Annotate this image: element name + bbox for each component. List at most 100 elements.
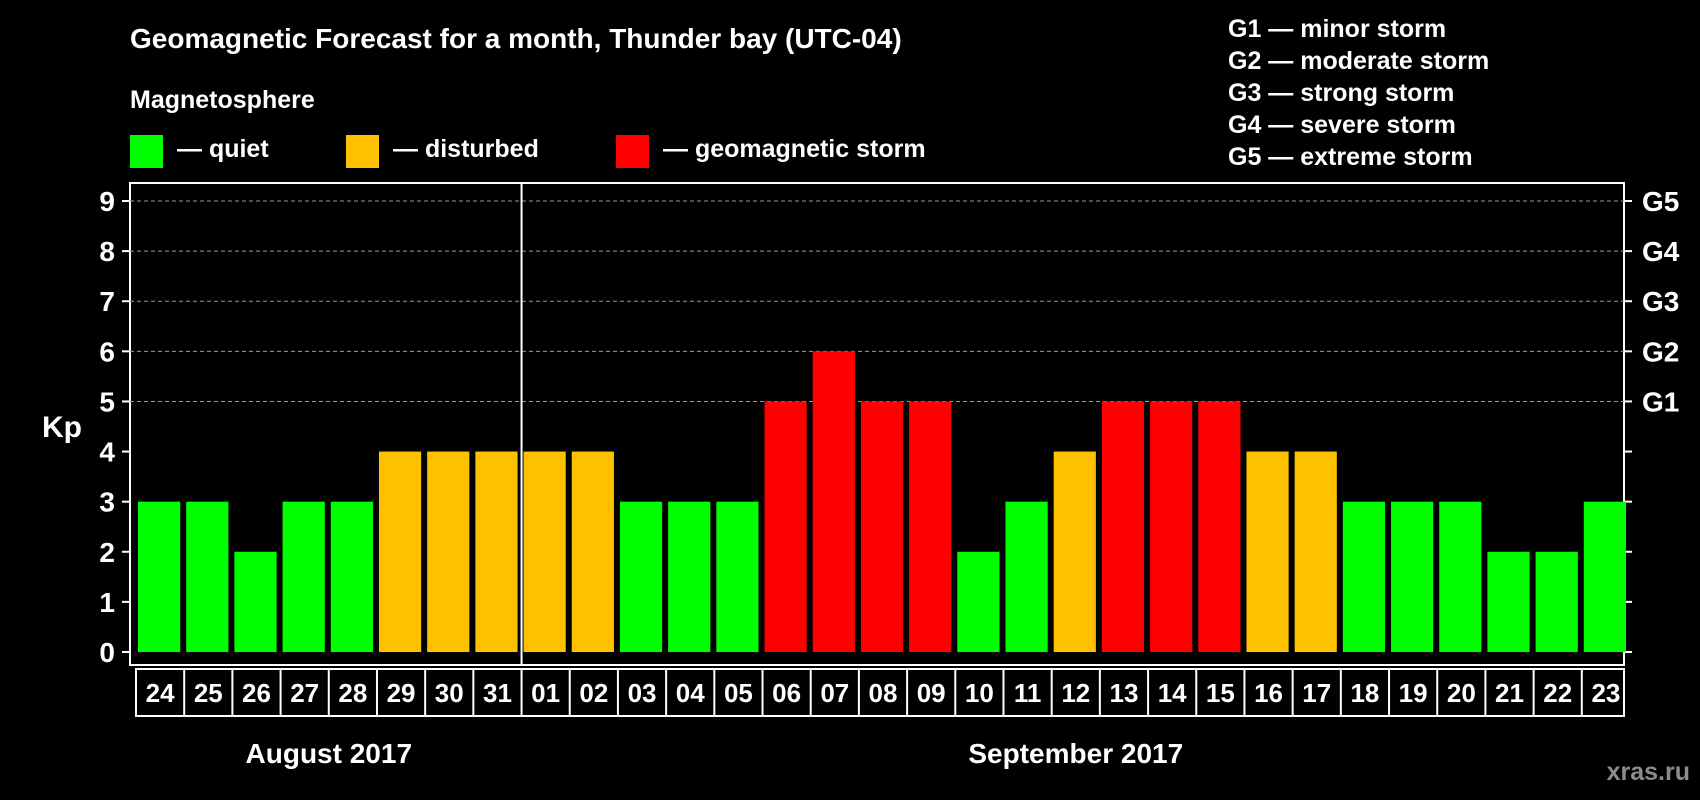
x-tick-label: 23 bbox=[1591, 678, 1620, 708]
x-tick-label: 01 bbox=[531, 678, 560, 708]
bar bbox=[957, 551, 1000, 652]
bar bbox=[523, 451, 566, 652]
bar bbox=[138, 501, 181, 652]
storm-scale-item: G2 — moderate storm bbox=[1228, 47, 1489, 75]
bar bbox=[1439, 501, 1482, 652]
bar bbox=[1342, 501, 1386, 652]
y-tick-label: 6 bbox=[99, 336, 115, 367]
bar bbox=[1198, 401, 1241, 652]
x-tick-label: 17 bbox=[1302, 678, 1331, 708]
x-tick-label: 30 bbox=[435, 678, 464, 708]
storm-scale-item: G4 — severe storm bbox=[1228, 111, 1456, 139]
y-tick-label: 3 bbox=[99, 487, 115, 518]
legend-label-storm: — geomagnetic storm bbox=[663, 135, 926, 163]
x-tick-label: 13 bbox=[1110, 678, 1139, 708]
legend-label-disturbed: — disturbed bbox=[393, 135, 539, 163]
y-tick-label: 0 bbox=[99, 637, 115, 668]
x-tick-label: 10 bbox=[965, 678, 994, 708]
right-axis-label: G2 bbox=[1642, 336, 1679, 367]
y-axis-label: Kp bbox=[42, 411, 82, 444]
right-axis-label: G1 bbox=[1642, 386, 1679, 417]
bar bbox=[860, 401, 904, 652]
bar bbox=[427, 451, 470, 652]
x-tick-label: 31 bbox=[483, 678, 512, 708]
bar bbox=[764, 401, 807, 652]
x-tick-label: 29 bbox=[387, 678, 416, 708]
x-tick-label: 28 bbox=[338, 678, 367, 708]
y-tick-label: 9 bbox=[99, 186, 115, 217]
bar bbox=[571, 451, 614, 652]
y-tick-label: 2 bbox=[99, 537, 115, 568]
legend-label-quiet: — quiet bbox=[177, 135, 269, 163]
bar bbox=[1053, 451, 1096, 652]
x-tick-label: 27 bbox=[290, 678, 319, 708]
x-tick-label: 15 bbox=[1206, 678, 1235, 708]
bar bbox=[330, 501, 373, 652]
x-tick-label: 08 bbox=[869, 678, 898, 708]
y-tick-label: 4 bbox=[99, 437, 115, 468]
month-label: August 2017 bbox=[246, 738, 413, 769]
legend-heading: Magnetosphere bbox=[130, 86, 315, 114]
x-tick-label: 11 bbox=[1014, 678, 1042, 708]
bar bbox=[475, 451, 518, 652]
x-tick-label: 25 bbox=[194, 678, 223, 708]
y-tick-label: 5 bbox=[99, 386, 115, 417]
bar bbox=[1101, 401, 1145, 652]
bar bbox=[1150, 401, 1193, 652]
x-tick-label: 21 bbox=[1495, 678, 1524, 708]
storm-scale-item: G5 — extreme storm bbox=[1228, 143, 1473, 171]
bar bbox=[1294, 451, 1337, 652]
storm-scale-item: G1 — minor storm bbox=[1228, 15, 1446, 43]
bar bbox=[716, 501, 759, 652]
bar bbox=[668, 501, 711, 652]
x-tick-label: 03 bbox=[628, 678, 657, 708]
month-label: September 2017 bbox=[968, 738, 1183, 769]
bar bbox=[909, 401, 952, 652]
watermark: xras.ru bbox=[1607, 758, 1690, 786]
bar bbox=[1583, 501, 1626, 652]
x-tick-label: 16 bbox=[1254, 678, 1283, 708]
storm-scale-item: G3 — strong storm bbox=[1228, 79, 1454, 107]
x-tick-label: 14 bbox=[1158, 678, 1187, 708]
x-tick-label: 07 bbox=[820, 678, 849, 708]
legend-swatch-storm bbox=[616, 135, 649, 168]
legend-swatch-quiet bbox=[130, 135, 163, 168]
legend-swatch-disturbed bbox=[346, 135, 379, 168]
bar bbox=[186, 501, 229, 652]
bar bbox=[1391, 501, 1434, 652]
bar bbox=[234, 551, 277, 652]
bar bbox=[1005, 501, 1048, 652]
x-tick-label: 22 bbox=[1543, 678, 1572, 708]
bar bbox=[282, 501, 325, 652]
bar bbox=[1246, 451, 1289, 652]
x-tick-label: 20 bbox=[1447, 678, 1476, 708]
x-tick-label: 18 bbox=[1350, 678, 1379, 708]
bar bbox=[1487, 551, 1530, 652]
bar bbox=[378, 451, 422, 652]
x-tick-label: 06 bbox=[772, 678, 801, 708]
right-axis-label: G5 bbox=[1642, 186, 1679, 217]
bar bbox=[1535, 551, 1578, 652]
legend: — quiet — disturbed — geomagnetic storm bbox=[130, 135, 926, 168]
x-tick-label: 19 bbox=[1399, 678, 1428, 708]
bar bbox=[812, 351, 855, 652]
x-tick-label: 24 bbox=[146, 678, 175, 708]
right-axis-label: G3 bbox=[1642, 286, 1679, 317]
y-tick-label: 1 bbox=[99, 587, 115, 618]
chart-title: Geomagnetic Forecast for a month, Thunde… bbox=[130, 23, 902, 54]
x-tick-label: 02 bbox=[579, 678, 608, 708]
storm-scale-legend: G1 — minor storm G2 — moderate storm G3 — … bbox=[1228, 15, 1489, 171]
x-tick-label: 26 bbox=[242, 678, 271, 708]
right-axis-label: G4 bbox=[1642, 236, 1680, 267]
x-tick-label: 04 bbox=[676, 678, 705, 708]
y-tick-label: 7 bbox=[99, 286, 115, 317]
x-tick-label: 12 bbox=[1061, 678, 1090, 708]
bar bbox=[619, 501, 663, 652]
y-tick-label: 8 bbox=[99, 236, 115, 267]
x-tick-label: 09 bbox=[917, 678, 946, 708]
x-tick-label: 05 bbox=[724, 678, 753, 708]
plot-frame bbox=[129, 182, 1625, 666]
date-row bbox=[135, 668, 1625, 717]
